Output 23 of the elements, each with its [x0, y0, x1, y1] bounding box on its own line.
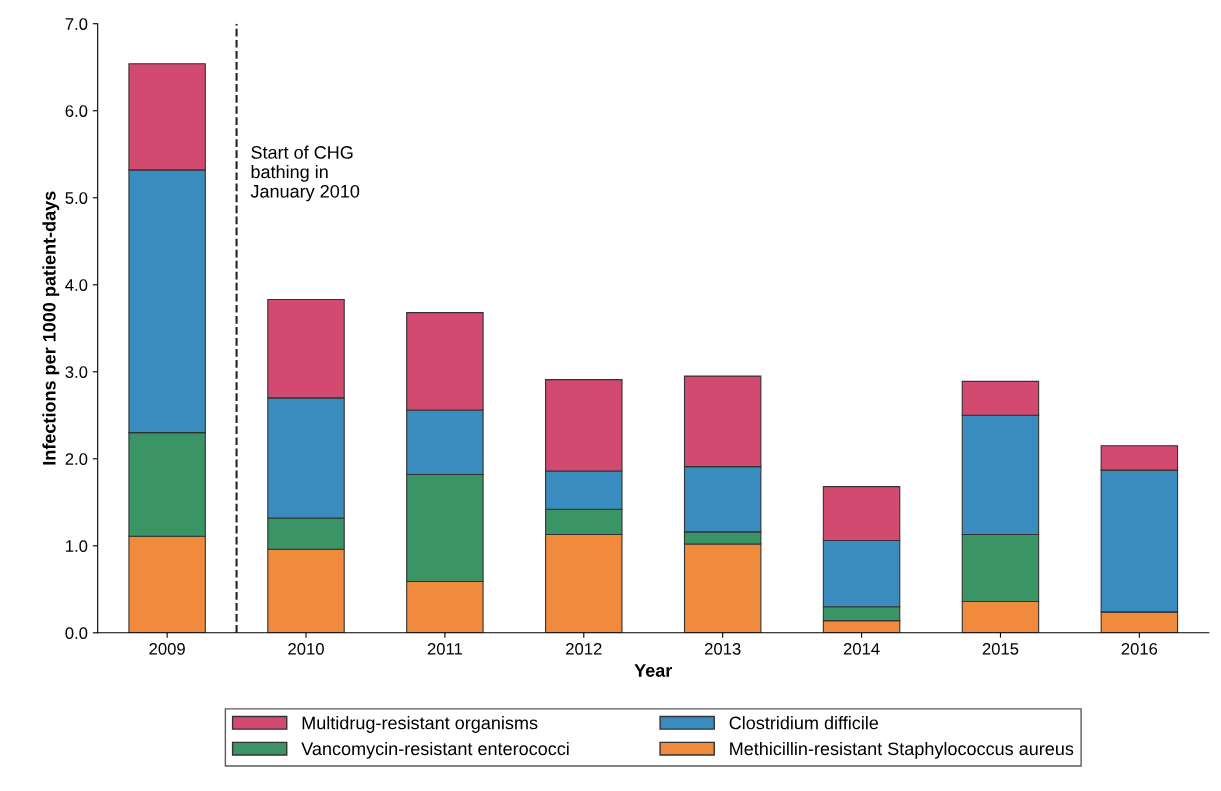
y-tick-label: 2.0 — [65, 453, 88, 465]
x-tick-label: 2010 — [288, 642, 324, 655]
x-tick-label: 2012 — [566, 642, 602, 655]
legend-label: Clostridium difficile — [729, 716, 879, 730]
legend-label: Multidrug-resistant organisms — [302, 716, 538, 733]
x-tick-label: 2015 — [982, 642, 1019, 655]
x-tick-label: 2014 — [843, 642, 880, 655]
y-axis-title: Infections per 1000 patient-days — [42, 191, 60, 465]
x-tick-label: 2011 — [427, 642, 463, 655]
annotation: Start of CHG bathing in January 2010 — [250, 145, 360, 202]
x-tick-label: 2013 — [704, 642, 741, 655]
y-tick-label: 5.0 — [65, 192, 88, 204]
y-tick-label: 1.0 — [66, 540, 88, 552]
y-tick-label: 4.0 — [65, 279, 88, 291]
y-tick-label: 7.0 — [65, 18, 88, 30]
x-tick-label: 2016 — [1121, 642, 1158, 655]
x-tick-label: 2009 — [149, 642, 185, 655]
y-tick-label: 6.0 — [65, 105, 88, 117]
x-axis-title: Year — [634, 664, 673, 677]
legend-label: Methicillin-resistant Staphylococcus aureus — [730, 741, 1074, 759]
y-tick-label: 3.0 — [65, 366, 88, 378]
legend-label: Vancomycin-resistant enterococci — [301, 741, 569, 759]
y-tick-label: 0.0 — [65, 627, 88, 639]
